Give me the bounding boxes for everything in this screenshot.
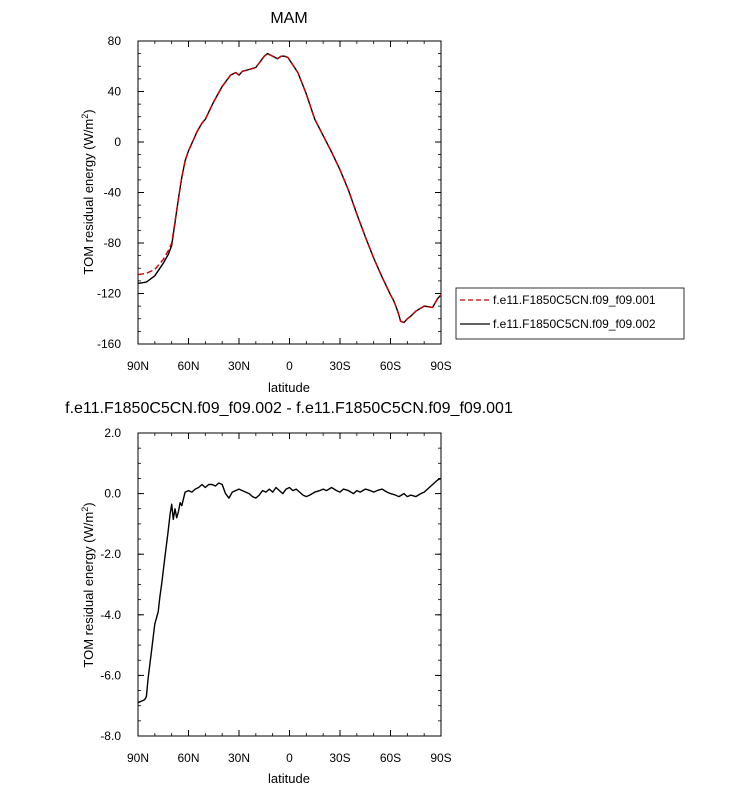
top-x-tick-label: 60N bbox=[177, 359, 199, 373]
legend-label-series-1: f.e11.F1850C5CN.f09_f09.001 bbox=[493, 293, 656, 307]
top-x-tick-label: 0 bbox=[286, 359, 293, 373]
top-y-ticks: 80 40 0 -40 -80 -120 -160 bbox=[97, 34, 441, 351]
bottom-x-tick-label: 90S bbox=[430, 751, 451, 765]
top-x-axis-label: latitude bbox=[268, 380, 310, 395]
top-plot-frame bbox=[137, 40, 442, 345]
bottom-y-tick-label: -4.0 bbox=[100, 608, 121, 622]
bottom-x-tick-label: 30N bbox=[228, 751, 250, 765]
bottom-x-tick-label: 30S bbox=[329, 751, 350, 765]
top-y-tick-label: 40 bbox=[108, 85, 122, 99]
top-x-tick-label: 90S bbox=[430, 359, 451, 373]
legend: f.e11.F1850C5CN.f09_f09.001 f.e11.F1850C… bbox=[455, 287, 685, 340]
top-y-tick-label: -160 bbox=[97, 337, 121, 351]
legend-label-series-2: f.e11.F1850C5CN.f09_f09.002 bbox=[493, 317, 656, 331]
bottom-y-tick-label: 2.0 bbox=[104, 426, 121, 440]
top-series-line-1 bbox=[137, 52, 442, 324]
bottom-chart-title: f.e11.F1850C5CN.f09_f09.002 - f.e11.F185… bbox=[65, 400, 513, 417]
top-y-axis-label: TOM residual energy (W/m2) bbox=[80, 109, 96, 274]
bottom-y-axis-label: TOM residual energy (W/m2) bbox=[80, 502, 96, 667]
bottom-x-tick-label: 0 bbox=[286, 751, 293, 765]
bottom-x-tick-label: 60S bbox=[380, 751, 401, 765]
bottom-y-tick-label: -6.0 bbox=[100, 668, 121, 682]
top-panel: MAM 80 40 0 -40 -80 -120 -160 90N 60N 30N 0 30S 60S… bbox=[80, 10, 452, 395]
bottom-x-tick-label: 90N bbox=[127, 751, 149, 765]
legend-box bbox=[455, 287, 685, 340]
top-y-tick-label: -40 bbox=[104, 186, 122, 200]
top-x-tick-label: 30N bbox=[228, 359, 250, 373]
top-x-tick-label: 90N bbox=[127, 359, 149, 373]
bottom-plot-frame bbox=[137, 432, 442, 737]
top-y-tick-label: 0 bbox=[114, 135, 121, 149]
top-y-tick-label: 80 bbox=[108, 34, 122, 48]
bottom-x-ticks: 90N 60N 30N 0 30S 60S 90S bbox=[127, 433, 452, 765]
top-y-tick-label: -120 bbox=[97, 287, 121, 301]
bottom-panel: f.e11.F1850C5CN.f09_f09.002 - f.e11.F185… bbox=[65, 400, 513, 786]
top-series-line-2 bbox=[137, 52, 442, 324]
top-series bbox=[137, 52, 442, 324]
bottom-x-tick-label: 60N bbox=[177, 751, 199, 765]
top-x-tick-label: 60S bbox=[380, 359, 401, 373]
bottom-y-tick-label: -8.0 bbox=[100, 729, 121, 743]
top-y-tick-label: -80 bbox=[104, 236, 122, 250]
bottom-y-tick-label: 0.0 bbox=[104, 487, 121, 501]
bottom-x-axis-label: latitude bbox=[268, 771, 310, 786]
bottom-series-line-1 bbox=[137, 477, 442, 704]
bottom-y-ticks: 2.0 0.0 -2.0 -4.0 -6.0 -8.0 bbox=[100, 426, 441, 743]
top-x-tick-label: 30S bbox=[329, 359, 350, 373]
bottom-series bbox=[137, 477, 442, 704]
top-x-ticks: 90N 60N 30N 0 30S 60S 90S bbox=[127, 41, 452, 373]
bottom-y-tick-label: -2.0 bbox=[100, 547, 121, 561]
top-chart-title: MAM bbox=[270, 10, 307, 27]
